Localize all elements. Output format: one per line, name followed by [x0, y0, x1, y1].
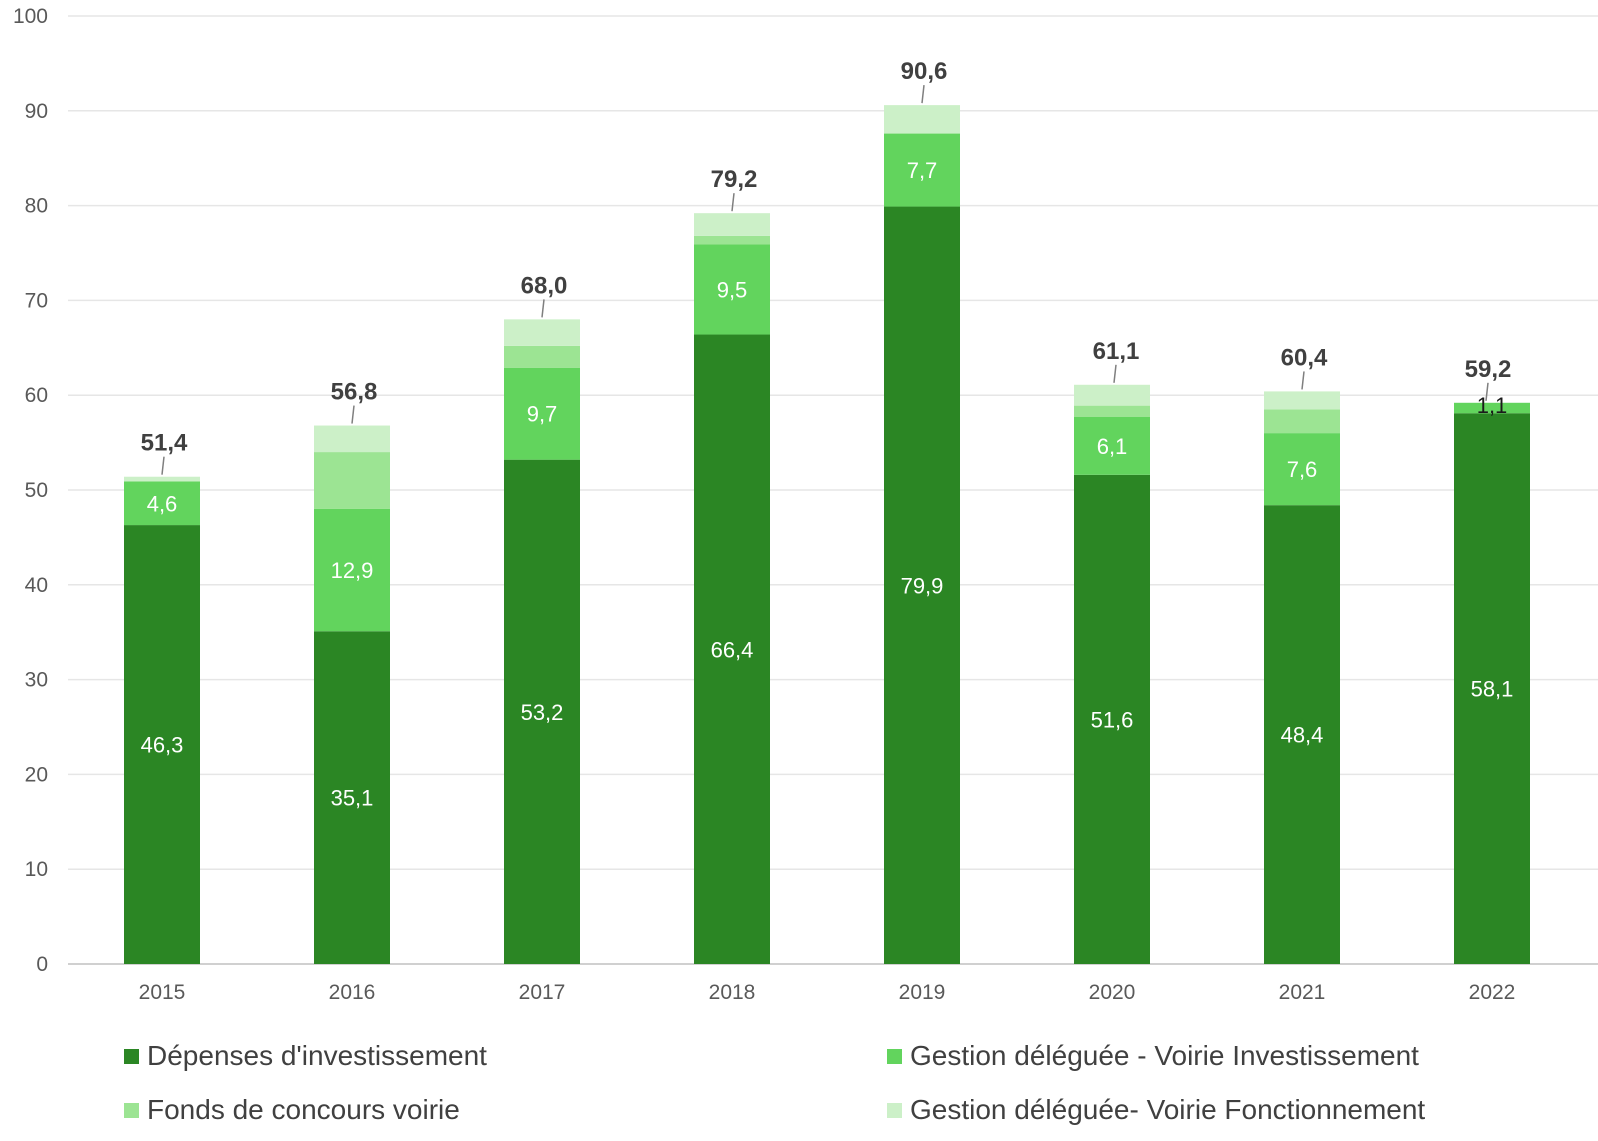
bar-segment: [504, 367, 580, 460]
legend-item-depenses-investissement: Dépenses d'investissement: [124, 1040, 487, 1072]
y-tick-label: 80: [25, 195, 48, 218]
legend-label: Gestion déléguée- Voirie Fonctionnement: [910, 1094, 1426, 1125]
total-label: 79,2: [711, 166, 758, 193]
bar-segment: [1074, 417, 1150, 475]
total-label: 60,4: [1281, 344, 1328, 371]
bar-segment: [124, 525, 200, 964]
leader-line: [1485, 382, 1489, 401]
bar-segment: [884, 133, 960, 207]
bar-segment: [314, 508, 390, 632]
data-label: 9,7: [527, 402, 558, 427]
legend-swatch: [124, 1048, 139, 1064]
data-label: 35,1: [331, 786, 374, 811]
x-tick-label: 2015: [139, 981, 186, 1004]
x-tick-label: 2018: [709, 981, 756, 1004]
bar-segment: [504, 459, 580, 964]
bar-segment: [694, 213, 770, 236]
bar-segment: [1264, 505, 1340, 964]
data-label: 58,1: [1471, 677, 1514, 702]
data-label: 12,9: [331, 558, 374, 583]
bar-segment: [694, 334, 770, 964]
bar-segment: [314, 452, 390, 509]
bar-segment: [1074, 384, 1150, 406]
bar-segment: [1264, 391, 1340, 410]
data-label: 7,7: [907, 158, 938, 183]
leader-line: [1301, 371, 1305, 390]
y-tick-label: 100: [13, 5, 48, 28]
data-label: 48,4: [1281, 723, 1324, 748]
total-label: 68,0: [521, 272, 568, 299]
data-label: 46,3: [141, 733, 184, 758]
y-tick-label: 40: [25, 574, 48, 597]
legend-swatch: [124, 1102, 139, 1118]
data-label: 1,1: [1477, 393, 1508, 418]
data-label: 9,5: [717, 277, 748, 302]
bar-segment: [1454, 402, 1530, 414]
leader-line: [731, 193, 735, 212]
bar-segment: [504, 319, 580, 346]
total-label: 90,6: [901, 58, 948, 85]
data-label: 79,9: [901, 573, 944, 598]
x-tick-label: 2016: [329, 981, 376, 1004]
y-tick-label: 30: [25, 669, 48, 692]
x-tick-label: 2022: [1469, 981, 1516, 1004]
legend-item-fonds-concours-voirie: Fonds de concours voirie: [124, 1094, 460, 1126]
leader-line: [351, 405, 355, 424]
data-label: 51,6: [1091, 707, 1134, 732]
data-label: 4,6: [147, 491, 178, 516]
legend: Dépenses d'investissement Gestion délégu…: [0, 1040, 1598, 1141]
stacked-bar-chart: 0 10 20 30 40 50 60 70 80 90 100 46,3 4,6 35,1 12,9 53…: [13, 5, 1598, 1004]
x-tick-label: 2021: [1279, 981, 1326, 1004]
y-tick-label: 90: [25, 100, 48, 123]
bar-segment: [1074, 474, 1150, 964]
leader-line: [161, 456, 165, 475]
bar-segment: [314, 631, 390, 964]
legend-swatch: [887, 1102, 902, 1118]
total-label: 59,2: [1465, 356, 1512, 383]
y-tick-label: 20: [25, 763, 48, 786]
data-label: 6,1: [1097, 434, 1128, 459]
bar-segment: [884, 105, 960, 134]
y-tick-label: 70: [25, 289, 48, 312]
data-label: 66,4: [711, 637, 754, 662]
gridlines: [68, 15, 1598, 965]
y-tick-label: 0: [36, 953, 48, 976]
bar-segment: [124, 476, 200, 482]
total-label: 56,8: [331, 379, 378, 406]
leader-line: [921, 85, 925, 104]
leader-line: [541, 299, 545, 318]
bars: 46,3 4,6 35,1 12,9 53,2 9,7 66,4 9,5 79,9 7,7 51,6…: [124, 105, 1530, 965]
y-tick-label: 10: [25, 858, 48, 881]
data-label: 53,2: [521, 700, 564, 725]
bar-segment: [1074, 405, 1150, 418]
legend-item-gestion-voirie-investissement: Gestion déléguée - Voirie Investissement: [887, 1040, 1419, 1072]
bar-segment: [1454, 413, 1530, 964]
legend-label: Gestion déléguée - Voirie Investissement: [910, 1040, 1419, 1071]
legend-label: Fonds de concours voirie: [147, 1094, 460, 1125]
total-labels: 51,4 56,8 68,0 79,2 90,6 61,1 60,4 59,2: [141, 58, 1512, 475]
leader-line: [1113, 364, 1117, 383]
y-tick-label: 50: [25, 479, 48, 502]
bar-segment: [884, 206, 960, 965]
total-label: 51,4: [141, 430, 188, 457]
y-axis: 0 10 20 30 40 50 60 70 80 90 100: [13, 5, 48, 976]
bar-segment: [504, 345, 580, 368]
x-tick-label: 2019: [899, 981, 946, 1004]
x-tick-label: 2020: [1089, 981, 1136, 1004]
bar-segment: [314, 425, 390, 453]
bar-segment: [694, 235, 770, 245]
data-label: 7,6: [1287, 457, 1318, 482]
x-tick-label: 2017: [519, 981, 566, 1004]
y-tick-label: 60: [25, 384, 48, 407]
legend-swatch: [887, 1048, 902, 1064]
legend-label: Dépenses d'investissement: [147, 1040, 487, 1071]
x-axis: 2015 2016 2017 2018 2019 2020 2021 2022: [139, 981, 1516, 1004]
total-label: 61,1: [1093, 338, 1140, 365]
bar-segment: [1264, 433, 1340, 506]
bar-segment: [1264, 409, 1340, 434]
bar-segment: [694, 244, 770, 335]
bar-segment: [124, 481, 200, 526]
legend-item-gestion-voirie-fonctionnement: Gestion déléguée- Voirie Fonctionnement: [887, 1094, 1425, 1126]
